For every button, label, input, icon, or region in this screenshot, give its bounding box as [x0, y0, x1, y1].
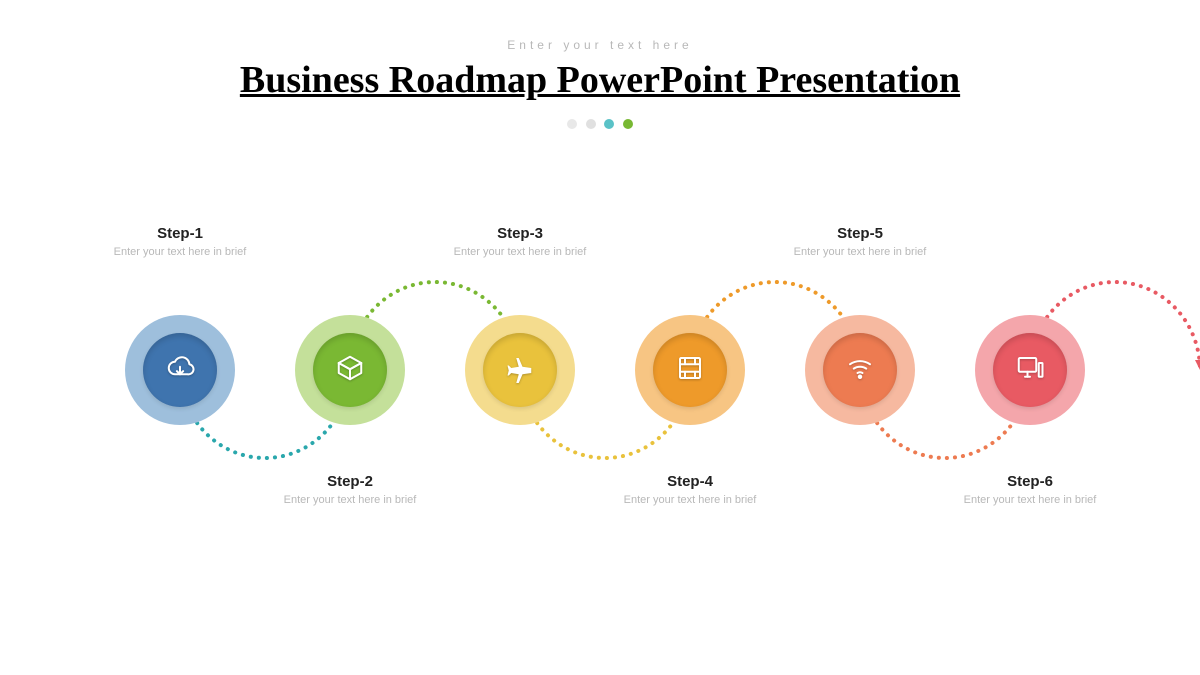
roadmap-node [465, 315, 575, 425]
step-desc: Enter your text here in brief [600, 494, 780, 506]
step-name: Step-4 [600, 473, 780, 490]
roadmap-node [975, 315, 1085, 425]
step-desc: Enter your text here in brief [770, 246, 950, 258]
step-label: Step-4 Enter your text here in brief [600, 473, 780, 506]
accent-dot [604, 119, 614, 129]
page-title: Business Roadmap PowerPoint Presentation [0, 58, 1200, 102]
header-subtitle: Enter your text here [0, 0, 1200, 52]
step-label: Step-5 Enter your text here in brief [770, 225, 950, 258]
accent-dot [567, 119, 577, 129]
roadmap-node [805, 315, 915, 425]
wifi-icon [845, 353, 875, 388]
roadmap-node [295, 315, 405, 425]
box-icon [335, 353, 365, 388]
accent-dots-row [0, 116, 1200, 134]
monitor-icon [1015, 353, 1045, 388]
accent-dot [623, 119, 633, 129]
accent-dot [586, 119, 596, 129]
step-name: Step-5 [770, 225, 950, 242]
step-label: Step-6 Enter your text here in brief [940, 473, 1120, 506]
step-desc: Enter your text here in brief [940, 494, 1120, 506]
step-label: Step-2 Enter your text here in brief [260, 473, 440, 506]
plane-icon [505, 353, 535, 388]
film-icon [675, 353, 705, 388]
step-desc: Enter your text here in brief [260, 494, 440, 506]
step-desc: Enter your text here in brief [430, 246, 610, 258]
roadmap-node [125, 315, 235, 425]
step-desc: Enter your text here in brief [90, 246, 270, 258]
roadmap-container: Step-1Enter your text here in briefStep-… [0, 215, 1200, 615]
step-name: Step-2 [260, 473, 440, 490]
step-name: Step-3 [430, 225, 610, 242]
step-name: Step-1 [90, 225, 270, 242]
step-label: Step-1 Enter your text here in brief [90, 225, 270, 258]
cloud-download-icon [165, 353, 195, 388]
step-name: Step-6 [940, 473, 1120, 490]
step-label: Step-3 Enter your text here in brief [430, 225, 610, 258]
roadmap-node [635, 315, 745, 425]
